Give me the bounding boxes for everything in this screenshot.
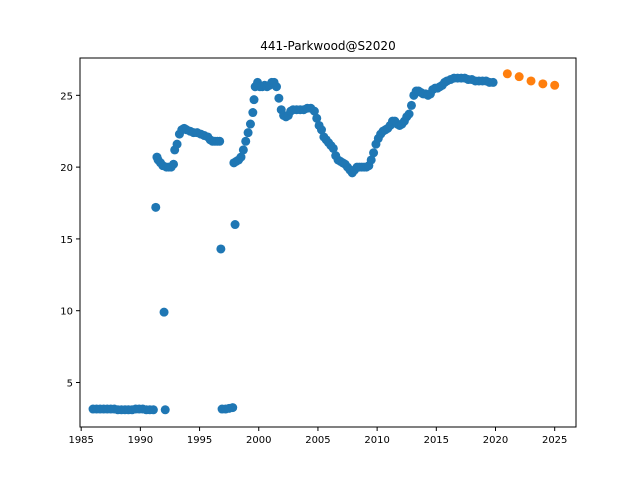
data-point-series-1 [406,100,416,110]
x-tick-label: 2005 [305,435,330,446]
data-point-series-1 [215,136,225,146]
data-point-series-1 [248,108,258,118]
data-point-series-1 [159,307,169,317]
data-point-series-1 [309,106,319,116]
data-point-series-1 [369,148,379,158]
axes-layer: 1985 1990 1995 2000 2005 2010 2015 2020 20255101… [60,57,577,446]
data-point-series-1 [216,244,226,254]
data-point-series-1 [272,82,282,92]
data-point-series-1 [228,403,238,413]
data-point-series-1 [245,119,255,129]
data-point-series-1 [312,113,322,123]
x-tick-label: 1985 [68,435,93,446]
data-point-series-1 [243,128,253,138]
data-point-series-1 [316,125,326,135]
y-tick-label: 10 [60,307,73,318]
data-point-series-2 [502,69,512,79]
x-tick-label: 1995 [187,435,212,446]
x-tick-label: 2020 [483,435,508,446]
data-point-series-2 [514,72,524,82]
data-point-series-2 [550,80,560,90]
data-point-series-1 [238,145,248,155]
data-point-series-1 [488,77,498,87]
data-point-series-1 [328,143,338,153]
data-point-series-1 [404,109,414,119]
chart-title: 441-Parkwood@S2020 [260,39,395,53]
x-tick-label: 1990 [128,435,153,446]
data-point-series-1 [230,220,240,230]
data-point-series-2 [526,76,536,86]
x-tick-label: 2015 [424,435,449,446]
x-tick-label: 2010 [364,435,389,446]
plot-frame [79,57,577,428]
y-tick-label: 25 [60,91,73,102]
points-layer [88,69,560,415]
data-point-series-1 [366,155,376,165]
y-tick-label: 5 [67,378,73,389]
x-tick-label: 2025 [542,435,567,446]
data-point-series-1 [160,405,170,415]
data-point-series-1 [241,136,251,146]
data-point-series-1 [274,93,284,103]
data-point-series-2 [538,79,548,89]
data-point-series-1 [151,202,161,212]
data-point-series-1 [148,405,158,415]
data-point-series-1 [169,159,179,169]
x-tick-label: 2000 [246,435,271,446]
y-tick-label: 20 [60,163,73,174]
data-point-series-1 [249,95,259,105]
y-tick-label: 15 [60,235,73,246]
data-point-series-1 [236,152,246,162]
data-point-series-1 [172,139,182,149]
